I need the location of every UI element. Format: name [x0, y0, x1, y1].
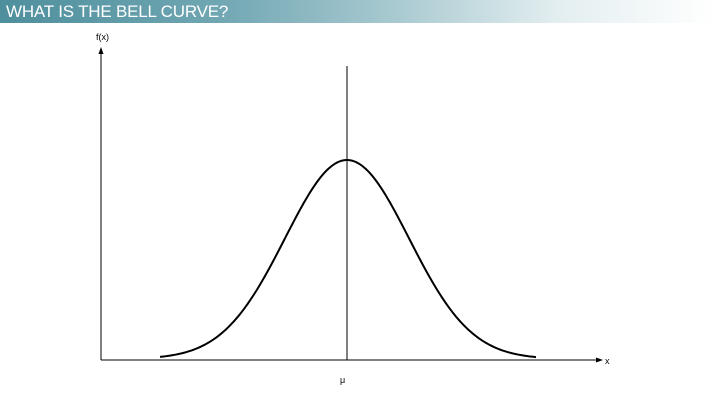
y-axis-label: f(x)	[96, 32, 109, 42]
bell-curve	[159, 159, 537, 359]
y-axis-arrowhead	[98, 47, 104, 54]
x-axis-label: x	[605, 356, 610, 366]
x-axis-arrowhead	[596, 357, 603, 363]
bell-curve-diagram: f(x) x μ	[96, 32, 610, 385]
title-bar: WHAT IS THE BELL CURVE?	[0, 0, 715, 23]
mean-label: μ	[340, 375, 345, 385]
slide-title: WHAT IS THE BELL CURVE?	[6, 2, 229, 21]
